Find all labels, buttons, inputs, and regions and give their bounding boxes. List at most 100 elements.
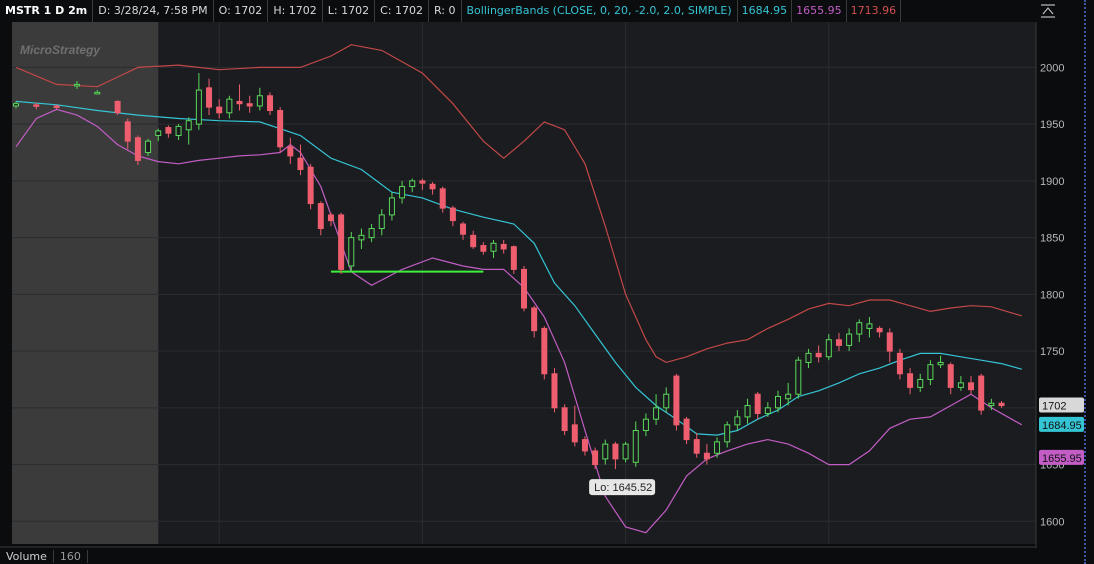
candle — [775, 390, 781, 413]
last-price-label-box — [1039, 397, 1084, 413]
candle — [927, 360, 934, 386]
candle — [388, 192, 395, 221]
candle — [714, 437, 721, 458]
candle-body — [114, 100, 121, 114]
candle — [185, 117, 192, 145]
range-label: R: 0 — [429, 0, 462, 22]
candle — [886, 328, 893, 363]
candle — [876, 326, 883, 338]
close-label: C: 1702 — [375, 0, 429, 22]
candle — [297, 144, 304, 176]
candle-body — [622, 443, 629, 460]
candle — [795, 356, 802, 399]
candle — [155, 128, 162, 142]
candle-body — [185, 120, 192, 131]
candle — [978, 373, 985, 415]
candle — [754, 391, 761, 420]
high-label: H: 1702 — [268, 0, 323, 22]
candle — [267, 92, 273, 116]
low-marker-text: Lo: 1645.52 — [594, 482, 652, 494]
candle — [175, 124, 182, 141]
candle-body — [815, 352, 822, 358]
candle — [531, 305, 538, 338]
candle — [500, 239, 507, 254]
candle — [744, 398, 751, 424]
candle-body — [348, 237, 355, 267]
study-label[interactable]: BollingerBands (CLOSE, 0, 20, -2.0, 2.0,… — [462, 0, 738, 22]
candle-body — [764, 407, 771, 414]
candle — [449, 205, 456, 227]
candle-body — [744, 405, 751, 418]
candle — [998, 401, 1005, 408]
candle — [968, 376, 975, 395]
candle — [896, 348, 903, 380]
expand-icon[interactable] — [1040, 4, 1056, 18]
candle — [480, 242, 487, 255]
date-label: D: 3/28/24, 7:58 PM — [93, 0, 214, 22]
candle-body — [785, 393, 792, 400]
last-price-label-text: 1702 — [1042, 401, 1066, 413]
candle — [53, 104, 60, 110]
candle-body — [541, 327, 548, 375]
candle-body — [896, 352, 903, 375]
volume-label[interactable]: Volume — [0, 549, 54, 563]
candle — [947, 362, 954, 395]
tick-label: 1600 — [1040, 516, 1064, 528]
candle — [429, 182, 436, 195]
candle-body — [470, 234, 477, 248]
candle-body — [937, 361, 944, 366]
candle — [399, 180, 406, 204]
candle — [835, 332, 842, 352]
candle — [632, 421, 639, 467]
candle-body — [846, 333, 853, 346]
candle-body — [33, 104, 40, 107]
candle — [94, 90, 101, 95]
candle-body — [653, 407, 660, 420]
candle — [195, 73, 202, 130]
candle — [460, 221, 467, 240]
candle — [13, 101, 19, 109]
candle — [338, 212, 345, 274]
candle — [683, 416, 690, 445]
candle-body — [277, 110, 284, 148]
candle — [541, 326, 548, 380]
candle — [124, 118, 131, 150]
candle — [134, 135, 141, 165]
candle — [642, 413, 649, 437]
candle-body — [551, 373, 558, 409]
candle-body — [581, 439, 588, 452]
candle — [206, 78, 213, 116]
candle — [825, 334, 832, 361]
candle — [33, 102, 40, 110]
price-labels: Lo: 1645.52 1702 1684.95 1655.95 — [589, 397, 1084, 496]
candle — [165, 125, 172, 138]
candle — [846, 328, 853, 352]
candle — [703, 444, 710, 465]
candle-body — [165, 127, 172, 134]
candle-body — [917, 378, 924, 388]
mid-band-value: 1684.95 — [738, 0, 793, 22]
candle-body — [175, 125, 182, 136]
candle-body — [327, 214, 334, 222]
candle-body — [957, 382, 964, 388]
symbol-label[interactable]: MSTR 1 D 2m — [0, 0, 94, 22]
candle-body — [612, 443, 619, 460]
candle — [561, 404, 568, 436]
candle-body — [267, 95, 273, 112]
tick-label: 1850 — [1040, 233, 1064, 245]
low-label: L: 1702 — [323, 0, 376, 22]
candle-body — [145, 140, 152, 154]
candle-body — [287, 146, 294, 157]
candle-body — [521, 268, 527, 309]
candle — [815, 345, 822, 363]
candle — [602, 439, 609, 465]
candle — [327, 212, 334, 227]
candle — [419, 178, 426, 190]
candle — [368, 223, 375, 243]
candle — [287, 137, 294, 164]
candle — [571, 405, 578, 447]
candle — [409, 178, 416, 193]
candle — [216, 99, 223, 119]
upper-band-line — [15, 44, 1022, 364]
